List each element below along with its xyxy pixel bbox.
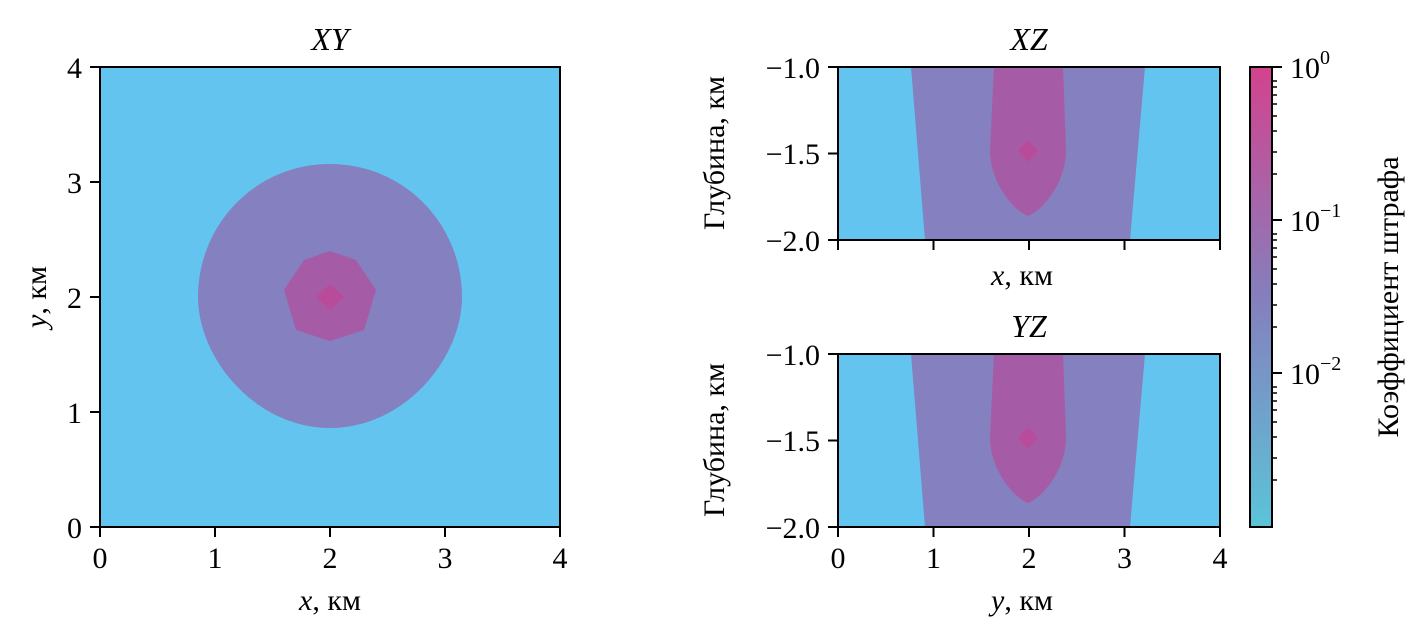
yz-xtick-label: 3 [1117,542,1132,575]
xy-xtick-label: 3 [438,542,453,575]
xz-ytick-label: −1.0 [766,52,820,85]
xy-x-ticks [99,527,561,537]
xy-ytick-label: 2 [67,282,82,315]
xy-xtick-label: 2 [323,542,338,575]
colorbar-tick-label: 100 [1290,47,1330,85]
colorbar-label: Коэффициент штрафа [1372,156,1405,437]
panel-xz: −1.0 −1.5 −2.0 XZ x, км Глубина, км [698,21,1221,292]
xz-y-ticks [828,66,838,241]
yz-title: YZ [1011,308,1048,344]
yz-x-ticks [837,527,1221,537]
xy-peak [316,284,344,310]
xz-x-ticks [837,240,1221,250]
xz-xlabel: x, км [990,259,1053,292]
xz-ytick-label: −2.0 [766,225,820,258]
colorbar-gradient [1249,66,1273,528]
xy-y-ticks [90,66,100,528]
panel-xy: 0 1 2 3 4 0 1 2 3 4 XY x, км y, км [20,21,568,617]
yz-xtick-label: 2 [1022,542,1037,575]
xy-ytick-label: 1 [67,397,82,430]
xz-ylabel: Глубина, км [698,76,731,230]
colorbar-tick-label: 10−2 [1290,353,1341,391]
xy-ytick-label: 4 [67,52,82,85]
xy-title: XY [309,21,352,57]
xy-xlabel: x, км [298,584,361,617]
yz-xtick-label: 1 [926,542,941,575]
yz-peak [1018,427,1038,449]
xy-xtick-label: 0 [93,542,108,575]
yz-y-ticks [828,353,838,528]
xz-peak [1018,140,1038,162]
colorbar: 100 10−1 10−2 Коэффициент штрафа [1249,47,1405,528]
colorbar-major-ticks [1272,66,1282,374]
xz-ytick-label: −1.5 [766,138,820,171]
yz-ytick-label: −2.0 [766,512,820,545]
xy-ytick-label: 0 [67,512,82,545]
yz-ytick-label: −1.0 [766,339,820,372]
xz-title: XZ [1008,21,1049,57]
xy-xtick-label: 4 [553,542,568,575]
colorbar-minor-ticks [1272,80,1277,481]
yz-ytick-label: −1.5 [766,425,820,458]
yz-xtick-label: 0 [831,542,846,575]
panel-yz: 0 1 2 3 4 −1.0 −1.5 −2.0 YZ y, км Глубин… [698,308,1228,617]
xy-ylabel: y, км [20,266,53,331]
yz-ylabel: Глубина, км [698,363,731,517]
xy-xtick-label: 1 [208,542,223,575]
xy-ytick-label: 3 [67,167,82,200]
colorbar-tick-label: 10−1 [1290,200,1341,238]
yz-xtick-label: 4 [1213,542,1228,575]
yz-xlabel: y, км [988,584,1053,617]
